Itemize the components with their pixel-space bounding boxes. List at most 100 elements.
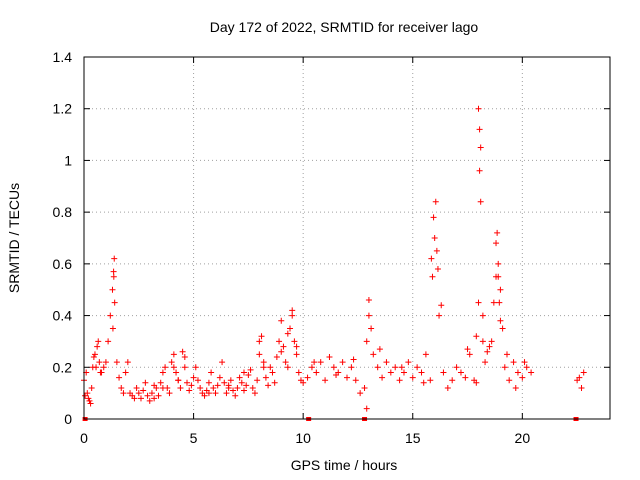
data-point	[330, 364, 337, 371]
ticks-layer: 0 5 10 15 20 0 0.2 0.4 0.6 0.8 1 1.2 1.4	[53, 49, 610, 446]
y-tick-label: 0.2	[53, 359, 73, 375]
data-point	[197, 384, 204, 391]
data-point	[177, 384, 184, 391]
data-point	[278, 348, 285, 355]
data-point	[293, 351, 300, 358]
data-point	[190, 374, 197, 381]
data-point	[462, 374, 469, 381]
data-point	[519, 374, 526, 381]
data-point	[484, 348, 491, 355]
data-point	[477, 144, 484, 151]
y-tick-label: 0.8	[53, 204, 73, 220]
data-point	[433, 247, 440, 254]
data-point	[216, 374, 223, 381]
data-point	[240, 387, 247, 394]
data-point	[166, 390, 173, 397]
data-point	[578, 384, 585, 391]
data-point	[514, 369, 521, 376]
data-point	[269, 369, 276, 376]
data-point	[289, 312, 296, 319]
data-point	[109, 286, 116, 293]
data-point	[510, 359, 517, 366]
data-point	[251, 390, 258, 397]
data-point	[333, 372, 340, 379]
data-point	[365, 297, 372, 304]
data-point	[350, 356, 357, 363]
y-tick-label: 0.4	[53, 308, 73, 324]
data-point	[453, 364, 460, 371]
data-point	[495, 273, 502, 280]
data-point	[482, 359, 489, 366]
data-point	[499, 325, 506, 332]
data-point	[273, 353, 280, 360]
data-point	[398, 364, 405, 371]
data-point	[494, 229, 501, 236]
data-point	[151, 395, 158, 402]
data-point	[287, 325, 294, 332]
data-point	[148, 390, 155, 397]
data-point	[110, 273, 117, 280]
data-point	[212, 390, 219, 397]
data-point	[133, 384, 140, 391]
data-point	[473, 379, 480, 386]
data-point	[260, 364, 267, 371]
data-point	[422, 351, 429, 358]
x-tick-label: 0	[80, 430, 88, 446]
data-point	[379, 374, 386, 381]
data-point	[438, 302, 445, 309]
data-point	[271, 379, 278, 386]
data-point	[144, 392, 151, 399]
data-point	[414, 364, 421, 371]
data-layer	[81, 105, 587, 421]
data-point	[91, 351, 98, 358]
data-point	[90, 353, 97, 360]
data-point	[430, 214, 437, 221]
x-tick-label: 10	[295, 430, 311, 446]
data-point	[449, 377, 456, 384]
data-point	[159, 369, 166, 376]
data-point	[317, 359, 324, 366]
data-point	[88, 384, 95, 391]
data-point	[420, 379, 427, 386]
data-point	[240, 369, 247, 376]
data-point	[232, 392, 239, 399]
data-point	[159, 384, 166, 391]
data-point	[97, 369, 104, 376]
data-point	[155, 392, 162, 399]
data-point	[436, 312, 443, 319]
data-point	[276, 338, 283, 345]
data-point	[284, 364, 291, 371]
data-point	[107, 312, 114, 319]
data-point	[219, 359, 226, 366]
data-point	[348, 364, 355, 371]
data-point	[236, 374, 243, 381]
data-point	[260, 359, 267, 366]
data-point	[322, 377, 329, 384]
data-point	[86, 397, 93, 404]
y-tick-label: 1.2	[53, 101, 73, 117]
data-point	[205, 379, 212, 386]
data-point	[210, 384, 217, 391]
data-point	[464, 346, 471, 353]
x-tick-label: 15	[405, 430, 421, 446]
data-point	[506, 377, 513, 384]
data-point	[486, 343, 493, 350]
data-point	[523, 364, 530, 371]
data-point	[370, 351, 377, 358]
data-point	[501, 364, 508, 371]
data-point	[409, 374, 416, 381]
data-point	[247, 366, 254, 373]
data-point	[267, 364, 274, 371]
x-axis-label: GPS time / hours	[291, 457, 398, 473]
data-point	[96, 359, 103, 366]
data-point	[265, 382, 272, 389]
data-point	[140, 387, 147, 394]
data-point	[475, 299, 482, 306]
data-point	[473, 333, 480, 340]
data-point	[365, 312, 372, 319]
data-point	[512, 384, 519, 391]
data-point	[278, 317, 285, 324]
data-point	[479, 312, 486, 319]
data-point	[363, 338, 370, 345]
data-point	[162, 364, 169, 371]
